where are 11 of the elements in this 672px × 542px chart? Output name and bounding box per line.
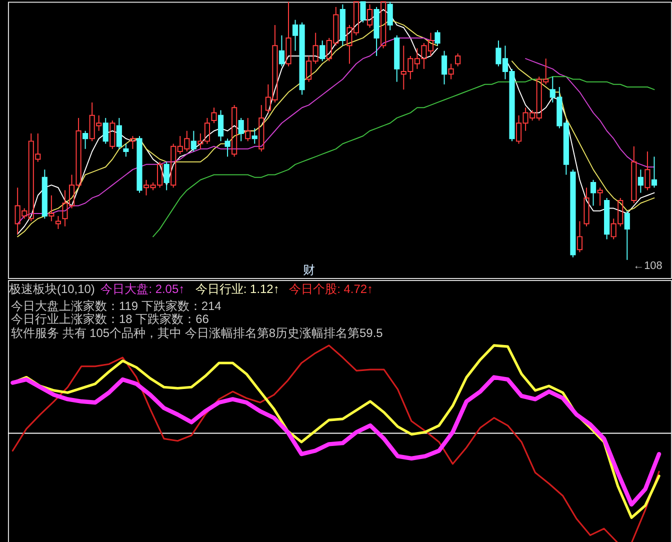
text: ←108 bbox=[633, 260, 662, 272]
text: 软件服务 共有 105个品种，其中 今日涨幅排名第8历史涨幅排名第59.5 bbox=[10, 326, 384, 340]
text: 今日行业上涨家数：18 下跌家数：66 bbox=[10, 312, 210, 326]
chart-title: 极速板块(10,10) bbox=[8, 282, 95, 296]
text: 今日大盘: 2.05↑ bbox=[100, 282, 185, 296]
text: 财 bbox=[303, 262, 316, 277]
candlestick bbox=[252, 128, 258, 144]
candlestick bbox=[638, 169, 644, 194]
text: 今日行业: 1.12↑ bbox=[195, 282, 280, 296]
text: 今日个股: 4.72↑ bbox=[289, 282, 374, 296]
text: 今日大盘上涨家数：119 下跌家数：214 bbox=[10, 298, 222, 313]
